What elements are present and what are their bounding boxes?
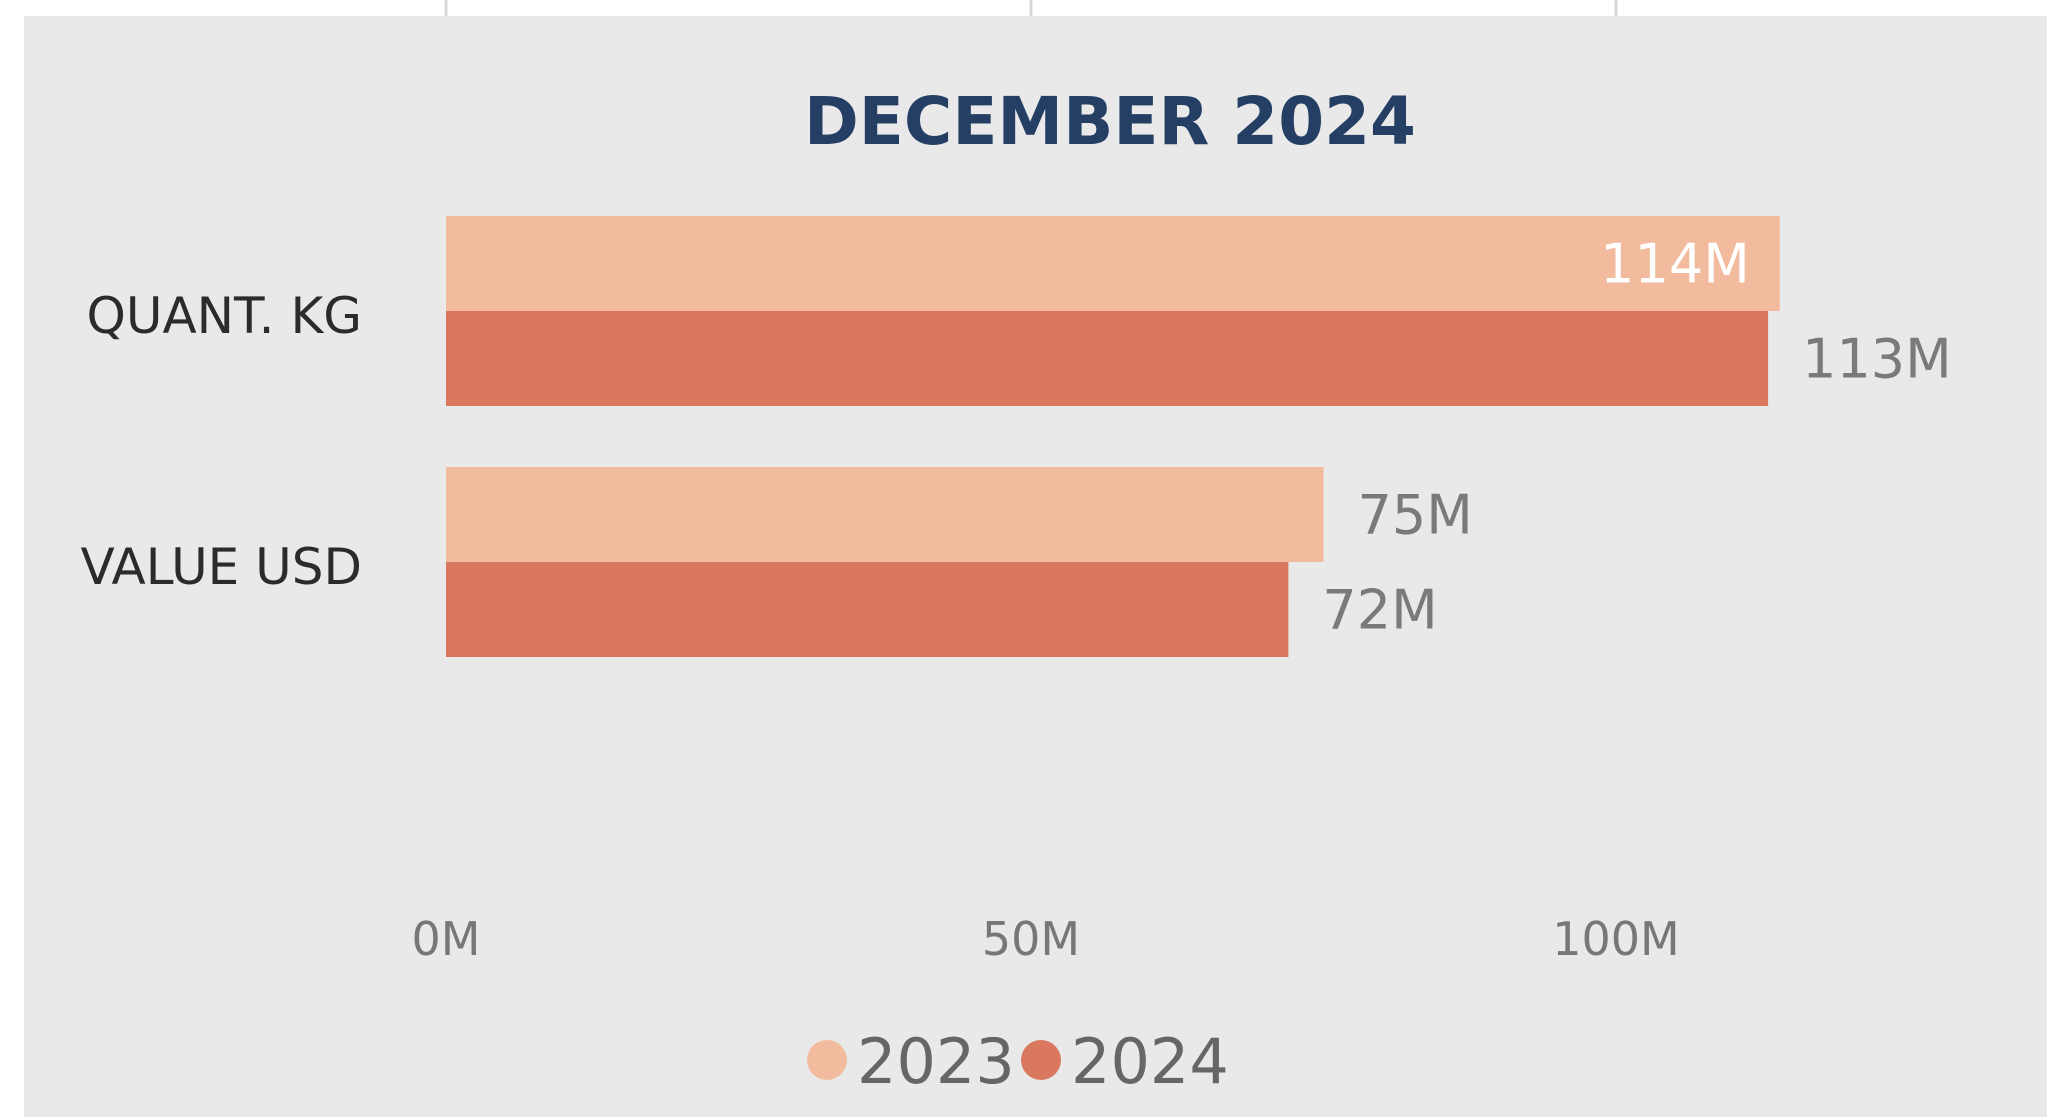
category-label-0: QUANT. KG	[87, 287, 363, 345]
bar-2024-0	[446, 311, 1769, 406]
data-label-2023-0: 114M	[1600, 233, 1750, 296]
data-labels: 114M 113M 75M 72M	[1322, 233, 1951, 642]
bar-2024-1	[446, 562, 1289, 657]
data-label-2024-0: 113M	[1802, 328, 1952, 391]
x-axis-ticks: 0M 50M 100M	[412, 912, 1680, 966]
data-label-2023-1: 75M	[1358, 484, 1473, 547]
bars	[446, 216, 1780, 657]
data-label-2024-1: 72M	[1322, 579, 1437, 642]
legend: 2023 2024	[807, 1025, 1229, 1098]
bar-2023-0	[446, 216, 1780, 311]
bar-2023-1	[446, 467, 1324, 562]
legend-label-2024: 2024	[1071, 1025, 1229, 1098]
x-tick-label-0: 0M	[412, 912, 481, 966]
x-tick-label-1: 50M	[982, 912, 1080, 966]
legend-marker-2024	[1021, 1040, 1061, 1080]
category-labels: QUANT. KG VALUE USD	[81, 287, 363, 596]
category-label-1: VALUE USD	[81, 538, 363, 596]
legend-marker-2023	[807, 1040, 847, 1080]
legend-label-2023: 2023	[857, 1025, 1015, 1098]
x-tick-label-2: 100M	[1552, 912, 1680, 966]
top-gridlines	[444, 0, 1618, 16]
chart-title: DECEMBER 2024	[804, 83, 1416, 160]
